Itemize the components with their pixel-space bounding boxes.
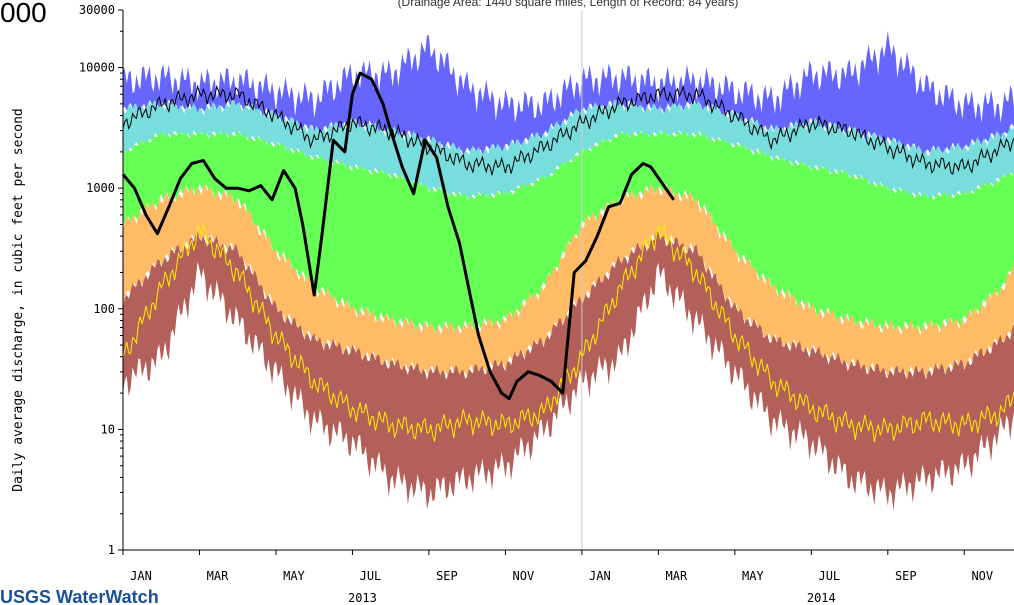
y-tick-label: 1000 — [86, 181, 115, 195]
x-tick-label: MAY — [283, 569, 305, 583]
usgs-logo: USGS WaterWatch — [0, 587, 159, 605]
y-tick-label: 30000 — [79, 3, 115, 17]
plot-area — [121, 10, 1014, 550]
x-tick-label: JUL — [818, 569, 840, 583]
header-cut-number: 000 — [0, 0, 47, 28]
y-tick-label: 100 — [93, 302, 115, 316]
series-min-line — [122, 223, 1014, 443]
x-tick-label: JAN — [589, 569, 611, 583]
series-median-line — [122, 84, 1014, 176]
x-tick-label: NOV — [971, 569, 993, 583]
y-tick-label: 10000 — [79, 61, 115, 75]
band-p25-to-p10 — [123, 183, 1014, 380]
y-tick-label: 1 — [108, 543, 115, 557]
x-tick-label: JUL — [360, 569, 382, 583]
y-axis-ticks: 1 10 100 1000 10000 30000 — [79, 3, 123, 557]
y-axis-label: Daily average discharge, in cubic feet p… — [11, 108, 26, 492]
x-tick-label: MAR — [207, 569, 229, 583]
x-year-label: 2013 — [348, 591, 377, 605]
x-axis-ticks: JAN MAR MAY JUL SEP NOV JAN MAR MAY JUL SEP NOV 2013… — [122, 550, 993, 605]
y-tick-label: 10 — [101, 422, 115, 436]
band-p90-to-p75 — [123, 99, 1014, 201]
x-tick-label: MAY — [742, 569, 764, 583]
x-tick-label: NOV — [513, 569, 535, 583]
x-tick-label: SEP — [436, 569, 458, 583]
x-tick-label: SEP — [895, 569, 917, 583]
x-tick-label: JAN — [130, 569, 152, 583]
series-observed-flow — [121, 71, 675, 401]
x-tick-label: MAR — [666, 569, 688, 583]
chart-subtitle: (Drainage Area: 1440 square miles, Lengt… — [398, 0, 739, 9]
x-year-label: 2014 — [807, 591, 836, 605]
band-p75-to-p25 — [123, 130, 1014, 336]
band-max-to-p90 — [123, 30, 1014, 158]
band-p10-to-min — [123, 230, 1014, 511]
